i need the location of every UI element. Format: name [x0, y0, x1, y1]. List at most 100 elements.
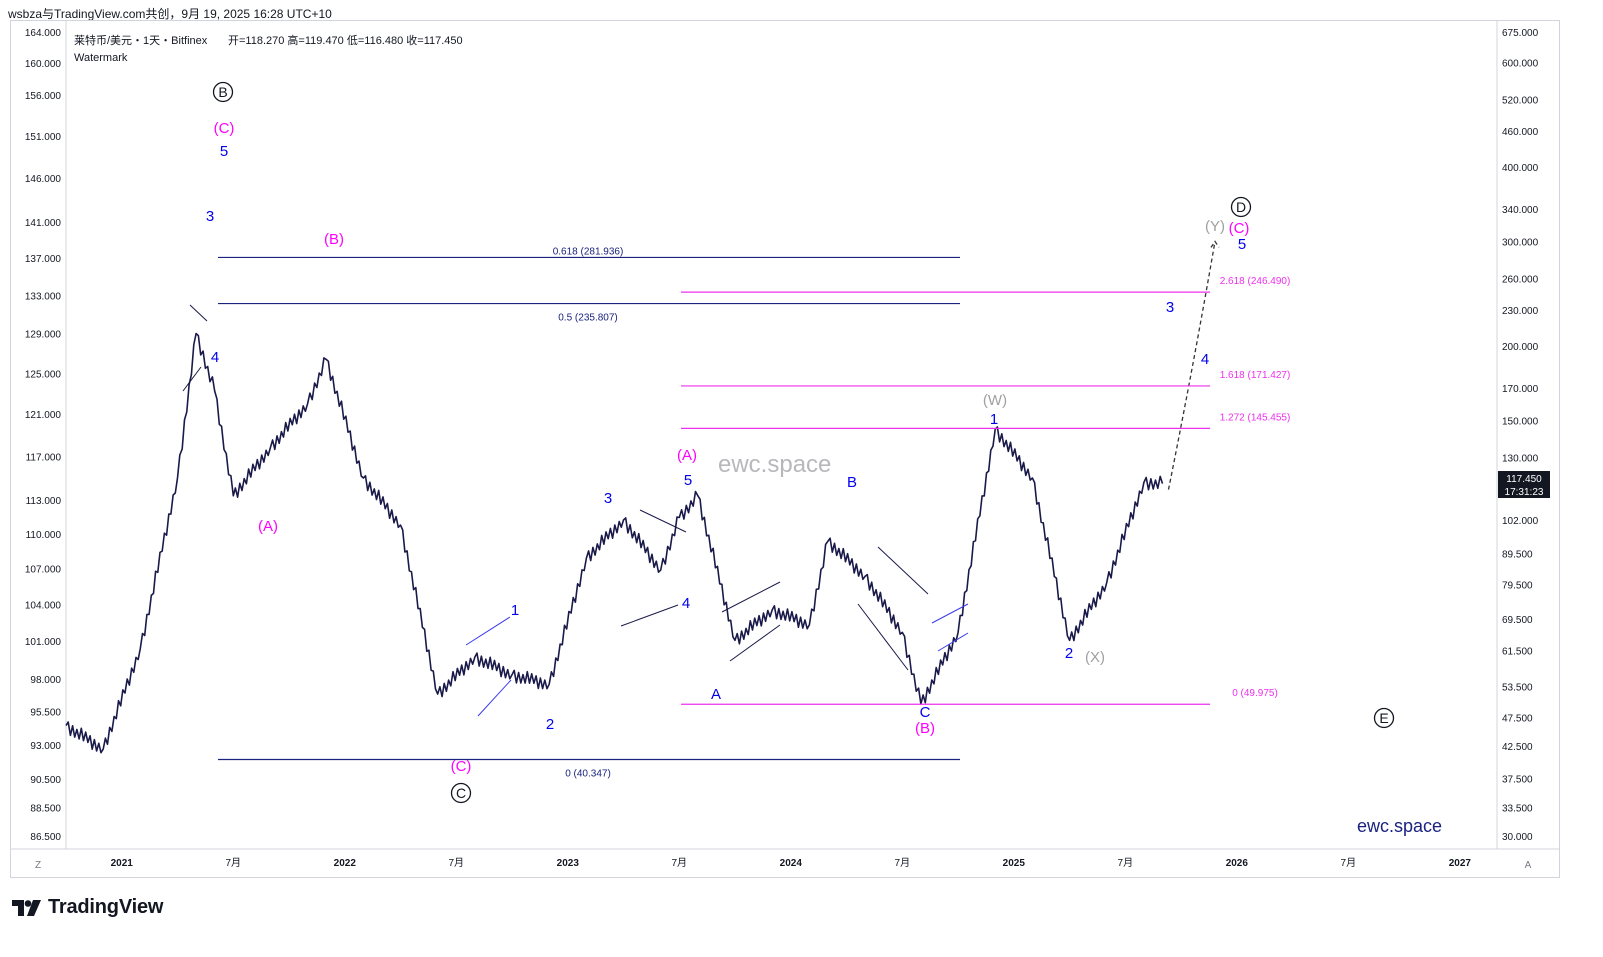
price-tag-countdown: 17:31:23 — [1505, 487, 1544, 498]
pattern-line — [639, 509, 687, 533]
wave-label: (C) — [451, 758, 472, 775]
right-axis-tick: 89.500 — [1502, 550, 1533, 561]
pattern-line — [857, 603, 909, 671]
left-axis-tick: 121.000 — [25, 410, 62, 421]
wave-label: (B) — [324, 231, 344, 248]
wave-label: 3 — [206, 208, 214, 225]
corner-watermark: ewc.space — [1357, 816, 1442, 836]
right-axis-tick: 79.500 — [1502, 580, 1533, 591]
price-tag — [1498, 471, 1550, 498]
wave-label: (X) — [1085, 649, 1105, 666]
chart-attribution: wsbza与TradingView.com共创，9月 19, 2025 16:2… — [8, 7, 332, 21]
watermark-label: Watermark — [74, 52, 128, 64]
price-tag-value: 117.450 — [1506, 474, 1542, 485]
wave-label: C — [456, 785, 466, 801]
time-axis-tick: 7月 — [895, 857, 911, 869]
chart-svg[interactable]: 164.000 160.000 156.000 151.000 146.000 141.0… — [10, 20, 1560, 878]
pattern-line — [877, 546, 929, 595]
left-axis-tick: 146.000 — [25, 174, 62, 185]
left-axis-tick: 137.000 — [25, 254, 62, 265]
left-axis-tick: 164.000 — [25, 28, 62, 39]
pattern-line — [937, 632, 969, 652]
wave-label-circle — [1373, 707, 1395, 729]
right-axis-tick: 400.000 — [1502, 163, 1539, 174]
pattern-line — [465, 616, 511, 646]
time-axis-tick: 2024 — [780, 858, 803, 869]
wave-label: 3 — [604, 490, 612, 507]
time-axis-tick: 7月 — [225, 857, 241, 869]
wave-label: (A) — [677, 447, 697, 464]
left-axis-tick: 107.000 — [25, 565, 62, 576]
fib-level-label: 1.272 (145.455) — [1220, 412, 1291, 423]
projection-arrow — [1167, 240, 1220, 490]
right-axis-tick: 340.000 — [1502, 205, 1539, 216]
right-axis-tick: 47.500 — [1502, 713, 1533, 724]
time-axis[interactable]: 2021 7月 2022 7月 2023 7月 2024 7月 2025 7月 2026 7月 2027 — [111, 857, 1472, 869]
time-axis-tick: 7月 — [1341, 857, 1357, 869]
right-axis-tick: 460.000 — [1502, 127, 1539, 138]
fib-level-label: 0.618 (281.936) — [553, 246, 624, 257]
price-series — [65, 332, 1164, 754]
time-axis-tick: 7月 — [448, 857, 464, 869]
left-corner-label[interactable]: Z — [35, 860, 41, 871]
center-watermark: ewc.space — [718, 451, 831, 478]
fib-level-label: 2.618 (246.490) — [1220, 276, 1291, 287]
left-axis-tick: 86.500 — [30, 832, 61, 843]
right-axis-tick: 102.000 — [1502, 516, 1539, 527]
right-axis-tick: 230.000 — [1502, 306, 1539, 317]
fibonacci-levels[interactable]: 0.618 (281.936) 0.5 (235.807) 0 (40.347) 2.… — [218, 246, 1290, 779]
right-axis-tick: 300.000 — [1502, 237, 1539, 248]
tradingview-logo[interactable]: TradingView — [12, 896, 163, 919]
right-axis-tick: 53.500 — [1502, 683, 1533, 694]
left-axis-tick: 113.000 — [26, 496, 62, 507]
left-axis-tick: 160.000 — [25, 59, 62, 70]
left-axis-tick: 93.000 — [30, 741, 61, 752]
wave-label: 4 — [1201, 351, 1209, 368]
right-axis-tick: 200.000 — [1502, 342, 1539, 353]
right-axis-tick: 260.000 — [1502, 274, 1539, 285]
left-axis-tick: 125.000 — [25, 369, 62, 380]
wave-label: (A) — [258, 518, 278, 535]
chart-container[interactable]: 164.000 160.000 156.000 151.000 146.000 141.0… — [10, 20, 1560, 878]
left-axis-tick: 88.500 — [30, 803, 61, 814]
pattern-line — [721, 581, 781, 613]
pattern-line — [931, 603, 969, 624]
right-axis-tick: 600.000 — [1502, 58, 1539, 69]
wave-label: 1 — [511, 602, 519, 619]
pattern-line — [729, 624, 781, 662]
left-axis-tick: 101.000 — [25, 637, 62, 648]
wave-label: B — [218, 84, 227, 100]
wave-label: (C) — [214, 120, 235, 137]
ohlc-readout: 开=118.270 高=119.470 低=116.480 收=117.450 — [228, 33, 463, 47]
left-axis-tick: 104.000 — [25, 600, 62, 611]
time-axis-tick: 2022 — [334, 858, 357, 869]
wave-label: 1 — [990, 411, 998, 428]
time-axis-tick: 7月 — [672, 857, 688, 869]
left-price-axis[interactable]: 164.000 160.000 156.000 151.000 146.000 141.0… — [25, 28, 62, 843]
wave-label-circle — [450, 782, 472, 804]
right-axis-tick: 33.500 — [1502, 804, 1533, 815]
wave-label: B — [847, 474, 857, 491]
right-corner-label[interactable]: A — [1525, 860, 1532, 871]
pattern-line — [189, 304, 208, 322]
wave-label: 4 — [211, 349, 219, 366]
pattern-line — [182, 366, 202, 392]
tradingview-logo-text: TradingView — [48, 896, 164, 918]
left-axis-tick: 95.500 — [30, 708, 61, 719]
wave-label: 5 — [684, 472, 692, 489]
right-axis-tick: 69.500 — [1502, 615, 1533, 626]
pattern-line — [477, 679, 512, 717]
right-axis-tick: 675.000 — [1502, 28, 1539, 39]
left-axis-tick: 110.000 — [26, 530, 62, 541]
right-axis-tick: 42.500 — [1502, 742, 1533, 753]
right-axis-tick: 520.000 — [1502, 95, 1539, 106]
wave-label: D — [1236, 199, 1246, 215]
time-axis-tick: 2027 — [1449, 858, 1472, 869]
left-axis-tick: 90.500 — [30, 775, 61, 786]
right-axis-tick: 170.000 — [1502, 384, 1539, 395]
left-axis-tick: 141.000 — [25, 218, 62, 229]
right-price-axis[interactable]: 675.000 600.000 520.000 460.000 400.000 340.0… — [1502, 28, 1539, 843]
wave-label: (Y) — [1205, 218, 1225, 235]
symbol-title[interactable]: 莱特币/美元・1天・Bitfinex — [74, 33, 208, 47]
